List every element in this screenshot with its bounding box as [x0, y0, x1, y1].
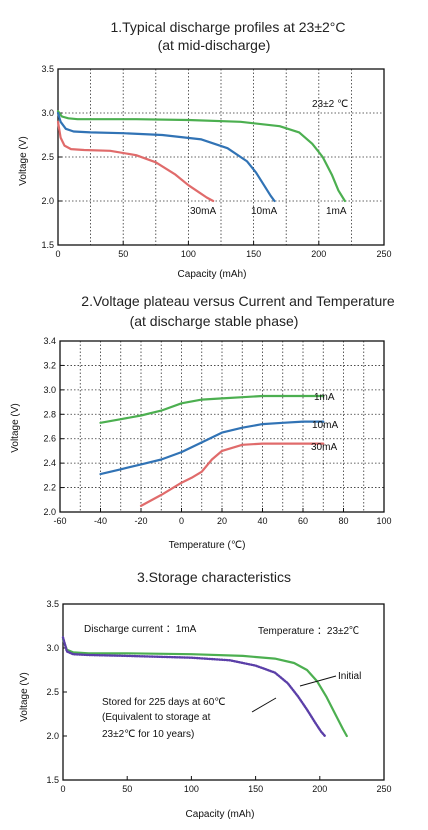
- series-line-initial: [61, 638, 348, 738]
- x-tick-label: 150: [246, 249, 261, 259]
- chart-3-discharge-current: Discharge current ：1mA: [84, 624, 197, 635]
- series-line-30ma: [139, 442, 325, 507]
- y-tick-label: 1.5: [41, 240, 54, 250]
- x-tick-label: 200: [311, 249, 326, 259]
- y-tick-label: 3.5: [46, 599, 59, 609]
- x-tick-label: 250: [376, 784, 391, 794]
- y-tick-label: 3.4: [43, 336, 56, 346]
- x-tick-label: 40: [257, 516, 267, 526]
- chart-2-ylabel: Voltage (V): [10, 403, 21, 452]
- chart-1-annotation: 23±2 ℃: [312, 99, 348, 110]
- chart-2: 2.Voltage plateau versus Current and Tem…: [10, 293, 395, 551]
- x-tick-label: -40: [94, 516, 107, 526]
- initial-leader-line: [299, 675, 337, 687]
- y-tick-label: 2.2: [43, 483, 56, 493]
- series-line-1ma: [99, 394, 325, 424]
- x-tick-label: 100: [181, 249, 196, 259]
- x-tick-label: 80: [338, 516, 348, 526]
- chart-3-plot: 0 50 100 150 200 250 1.5 2.0 2.5 3.0 3.5 Initial: [46, 599, 391, 794]
- stored-leader-line: [251, 697, 277, 713]
- chart-1-ylabel: Voltage (V): [18, 136, 29, 185]
- series-label: 30mA: [190, 206, 216, 217]
- chart-3-temperature: Temperature ：23±2℃: [258, 626, 359, 637]
- x-tick-label: 50: [122, 784, 132, 794]
- chart-3-stored-line2: (Equivalent to storage at: [102, 712, 211, 723]
- series-label: 30mA: [311, 442, 337, 453]
- y-tick-label: 3.2: [43, 360, 56, 370]
- x-tick-label: 250: [376, 249, 391, 259]
- chart-2-xlabel: Temperature (℃): [169, 540, 246, 551]
- x-tick-label: 20: [217, 516, 227, 526]
- series-label: 1mA: [326, 206, 347, 217]
- y-tick-label: 2.5: [46, 687, 59, 697]
- chart-2-plot: -60 -40 -20 0 20 40 60 80 100 2.0 2.2 2.4 2.6 2.8 3.0 3…: [43, 336, 391, 526]
- y-tick-label: 1.5: [46, 775, 59, 785]
- series-label: Initial: [338, 671, 361, 682]
- series-line-10ma: [56, 111, 276, 203]
- y-tick-label: 2.0: [43, 507, 56, 517]
- chart-3-leaders: [251, 675, 337, 713]
- y-tick-label: 3.0: [41, 108, 54, 118]
- chart-3-ylabel: Voltage (V): [19, 672, 30, 721]
- series-label: 10mA: [251, 206, 277, 217]
- y-tick-label: 3.5: [41, 64, 54, 74]
- y-tick-label: 3.0: [43, 385, 56, 395]
- y-tick-label: 2.0: [46, 731, 59, 741]
- series-label: 1mA: [314, 392, 335, 403]
- y-tick-label: 2.5: [41, 152, 54, 162]
- x-tick-label: 100: [184, 784, 199, 794]
- chart-1-subtitle: (at mid-discharge): [158, 37, 271, 53]
- series-line-10ma: [99, 420, 325, 476]
- chart-1-plot: 0 50 100 150 200 250 1.5 2.0 2.5 3.0 3.5 1mA 10mA 30m…: [41, 64, 391, 259]
- y-tick-label: 2.4: [43, 458, 56, 468]
- x-tick-label: 100: [376, 516, 391, 526]
- x-tick-label: 150: [248, 784, 263, 794]
- series-line-30ma: [56, 120, 215, 203]
- chart-3-title: 3.Storage characteristics: [137, 569, 291, 585]
- x-tick-label: -60: [53, 516, 66, 526]
- chart-1-title: 1.Typical discharge profiles at 23±2°C: [110, 19, 345, 35]
- y-tick-label: 2.0: [41, 196, 54, 206]
- x-tick-label: 0: [60, 784, 65, 794]
- x-tick-label: 0: [179, 516, 184, 526]
- series-line-1ma: [56, 110, 346, 203]
- chart-3-stored-line3: 23±2℃ for 10 years): [102, 729, 194, 740]
- x-tick-label: -20: [134, 516, 147, 526]
- series-label: 10mA: [312, 420, 338, 431]
- series-line-stored: [61, 636, 327, 738]
- x-tick-label: 0: [55, 249, 60, 259]
- x-tick-label: 50: [118, 249, 128, 259]
- y-tick-label: 2.8: [43, 409, 56, 419]
- y-tick-label: 2.6: [43, 434, 56, 444]
- chart-3-stored-line1: Stored for 225 days at 60℃: [102, 697, 226, 708]
- chart-1-xlabel: Capacity (mAh): [178, 269, 247, 280]
- chart-3-xlabel: Capacity (mAh): [186, 809, 255, 820]
- chart-2-title: 2.Voltage plateau versus Current and Tem…: [81, 293, 395, 309]
- chart-2-subtitle: (at discharge stable phase): [130, 313, 299, 329]
- chart-3: 3.Storage characteristics Capacity (mAh)…: [19, 569, 359, 820]
- x-tick-label: 60: [298, 516, 308, 526]
- y-tick-label: 3.0: [46, 643, 59, 653]
- x-tick-label: 200: [312, 784, 327, 794]
- chart-1: 1.Typical discharge profiles at 23±2°C (…: [18, 19, 348, 280]
